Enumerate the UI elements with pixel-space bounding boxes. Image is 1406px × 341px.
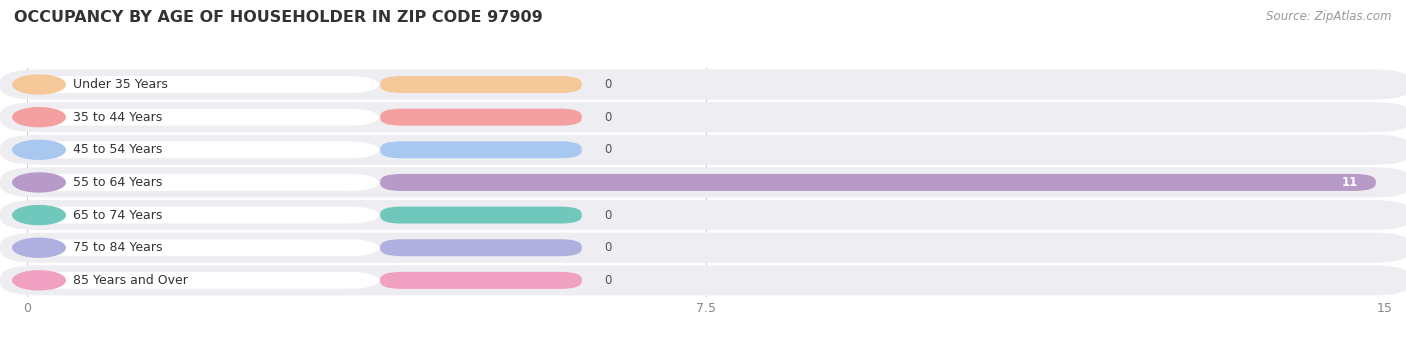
FancyBboxPatch shape bbox=[380, 207, 582, 224]
FancyBboxPatch shape bbox=[14, 76, 380, 93]
FancyBboxPatch shape bbox=[380, 141, 582, 158]
Circle shape bbox=[13, 140, 65, 159]
Text: 55 to 64 Years: 55 to 64 Years bbox=[73, 176, 162, 189]
FancyBboxPatch shape bbox=[14, 141, 380, 158]
Text: 45 to 54 Years: 45 to 54 Years bbox=[73, 143, 162, 156]
FancyBboxPatch shape bbox=[380, 76, 582, 93]
Text: 11: 11 bbox=[1341, 176, 1358, 189]
FancyBboxPatch shape bbox=[14, 174, 380, 191]
Circle shape bbox=[13, 173, 65, 192]
Text: 0: 0 bbox=[605, 274, 612, 287]
FancyBboxPatch shape bbox=[380, 272, 582, 289]
Text: 0: 0 bbox=[605, 78, 612, 91]
FancyBboxPatch shape bbox=[14, 207, 380, 224]
FancyBboxPatch shape bbox=[380, 109, 582, 125]
FancyBboxPatch shape bbox=[0, 233, 1406, 263]
Text: 0: 0 bbox=[605, 143, 612, 156]
FancyBboxPatch shape bbox=[0, 135, 1406, 165]
Circle shape bbox=[13, 271, 65, 290]
Text: 0: 0 bbox=[605, 111, 612, 124]
Text: OCCUPANCY BY AGE OF HOUSEHOLDER IN ZIP CODE 97909: OCCUPANCY BY AGE OF HOUSEHOLDER IN ZIP C… bbox=[14, 10, 543, 25]
Text: 35 to 44 Years: 35 to 44 Years bbox=[73, 111, 162, 124]
Circle shape bbox=[13, 238, 65, 257]
FancyBboxPatch shape bbox=[14, 272, 380, 289]
Text: Under 35 Years: Under 35 Years bbox=[73, 78, 167, 91]
Circle shape bbox=[13, 108, 65, 127]
FancyBboxPatch shape bbox=[0, 70, 1406, 100]
Text: Source: ZipAtlas.com: Source: ZipAtlas.com bbox=[1267, 10, 1392, 23]
Text: 65 to 74 Years: 65 to 74 Years bbox=[73, 209, 162, 222]
Text: 0: 0 bbox=[605, 241, 612, 254]
FancyBboxPatch shape bbox=[380, 174, 1376, 191]
FancyBboxPatch shape bbox=[0, 167, 1406, 197]
FancyBboxPatch shape bbox=[0, 102, 1406, 132]
Text: 0: 0 bbox=[605, 209, 612, 222]
FancyBboxPatch shape bbox=[380, 239, 582, 256]
Circle shape bbox=[13, 206, 65, 224]
Circle shape bbox=[13, 75, 65, 94]
Text: 85 Years and Over: 85 Years and Over bbox=[73, 274, 188, 287]
FancyBboxPatch shape bbox=[14, 239, 380, 256]
FancyBboxPatch shape bbox=[0, 265, 1406, 295]
Text: 75 to 84 Years: 75 to 84 Years bbox=[73, 241, 162, 254]
FancyBboxPatch shape bbox=[14, 109, 380, 125]
FancyBboxPatch shape bbox=[0, 200, 1406, 230]
